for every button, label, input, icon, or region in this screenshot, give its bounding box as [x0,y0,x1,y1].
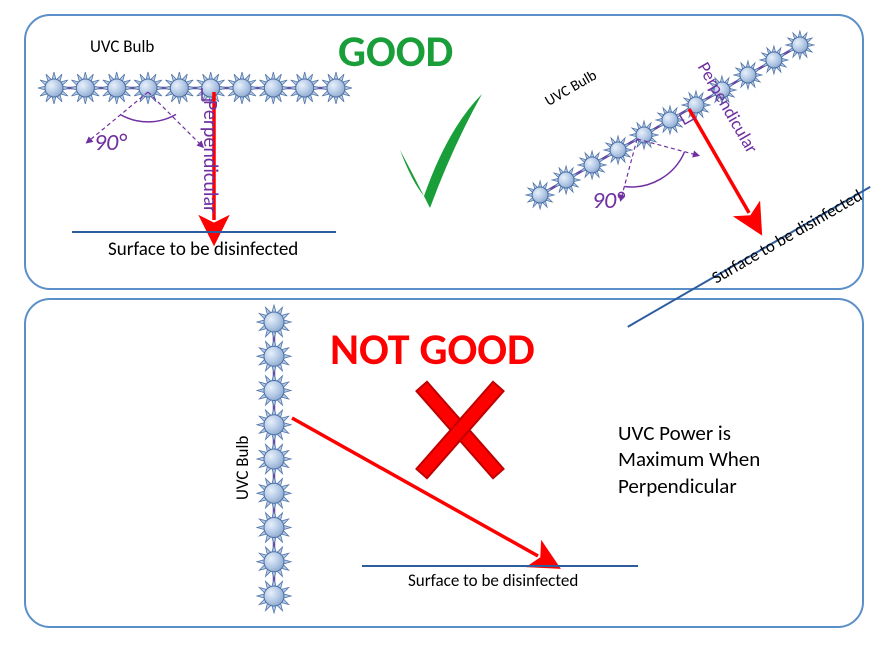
label-uvc-bulb-bottom: UVC Bulb [232,436,253,500]
label-power-message: UVC Power is Maximum When Perpendicular [618,420,760,499]
label-perpendicular-left: Perpendicular [198,100,222,213]
heading-good: GOOD [338,24,453,78]
label-surface-bottom: Surface to be disinfected [408,570,578,591]
label-90deg-right: 90° [592,186,624,215]
check-icon [400,94,482,208]
label-90deg-left: 90° [94,128,126,157]
diagram-good-horizontal [38,72,352,232]
label-uvc-bulb-top-left: UVC Bulb [90,36,154,57]
heading-not-good: NOT GOOD [330,322,535,376]
label-surface-top-left: Surface to be disinfected [108,238,298,261]
